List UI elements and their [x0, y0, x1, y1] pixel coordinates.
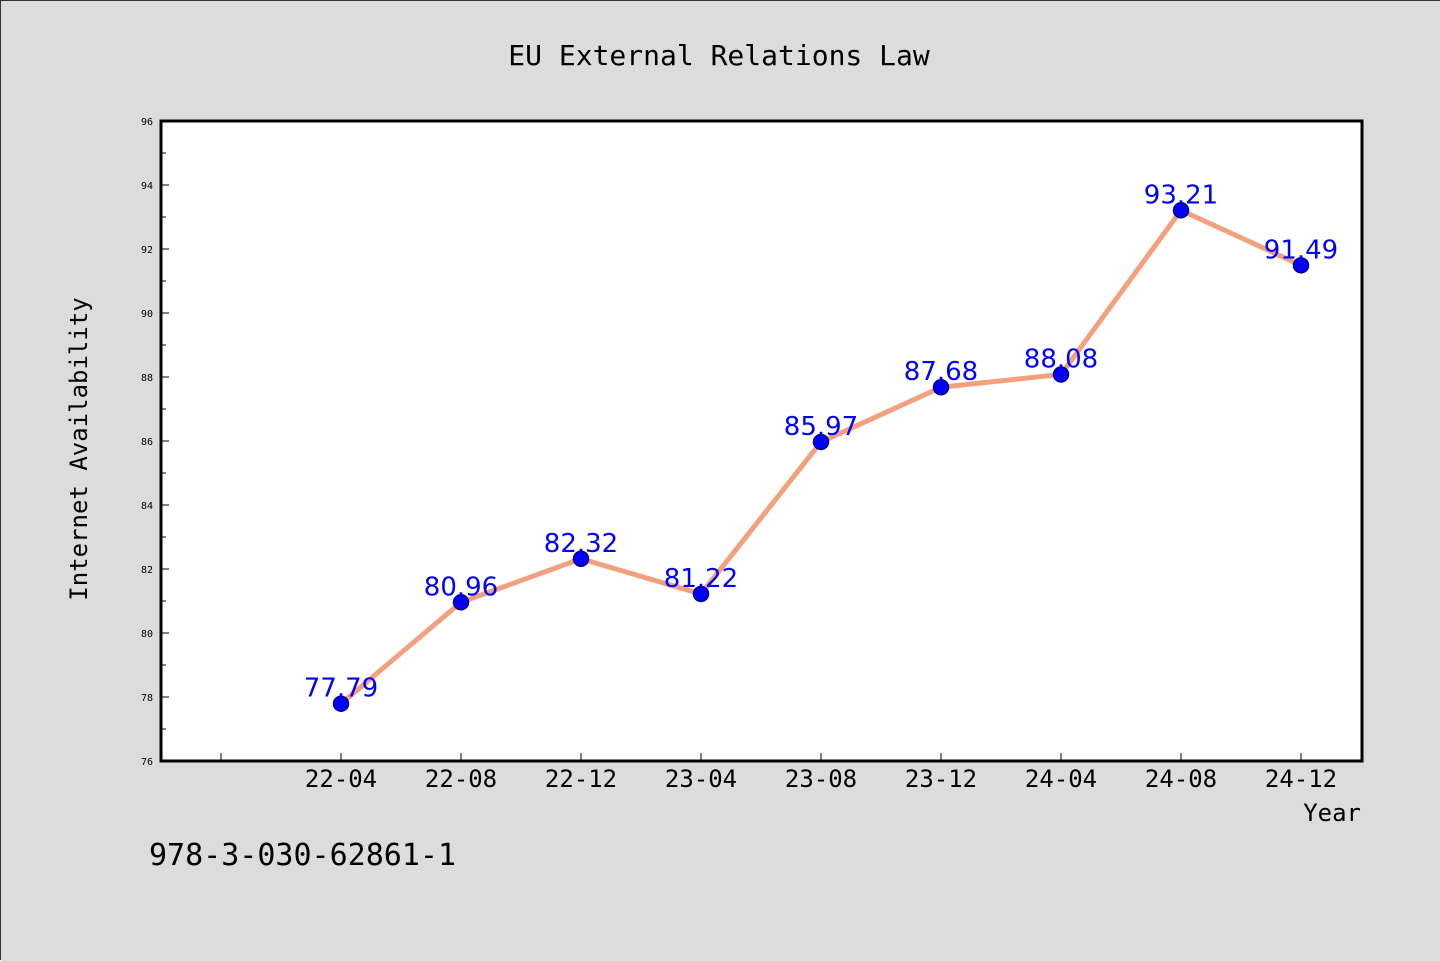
- y-tick-label: 80: [141, 629, 153, 640]
- x-tick-label: 24-12: [1265, 765, 1337, 793]
- x-tick-label: 23-04: [665, 765, 737, 793]
- y-tick-label: 78: [141, 693, 153, 704]
- data-point-marker: [452, 594, 470, 611]
- y-tick-label: 86: [141, 437, 153, 448]
- data-point-label: 88.08: [1024, 344, 1098, 374]
- data-point-label: 85.97: [784, 412, 858, 442]
- footer-isbn: 978-3-030-62861-1: [149, 838, 456, 873]
- data-point-label: 82.32: [544, 529, 618, 559]
- y-tick-label: 92: [141, 245, 153, 256]
- data-point-marker: [1292, 257, 1310, 274]
- x-tick-label: 23-08: [785, 765, 857, 793]
- data-point-marker: [572, 550, 590, 568]
- data-markers: [332, 202, 1310, 712]
- y-axis-ticks: 76 78 80 82 84 86 88 90 92 94 96: [141, 117, 169, 768]
- data-point-marker: [332, 695, 350, 712]
- plot-frame: [159, 119, 1364, 763]
- data-point-label: 87.68: [904, 357, 978, 387]
- x-tick-label: 22-08: [425, 765, 497, 793]
- x-tick-label: 24-04: [1025, 765, 1097, 793]
- data-point-marker: [1052, 366, 1070, 383]
- x-tick-label: 22-12: [545, 765, 617, 793]
- y-tick-label: 90: [141, 309, 153, 320]
- data-point-label: 80.96: [424, 572, 498, 602]
- x-tick-label: 23-12: [905, 765, 977, 793]
- y-tick-label: 76: [141, 757, 153, 768]
- data-point-marker: [932, 378, 950, 396]
- x-axis-ticks: 22-04 22-08 22-12 23-04 23-08 23-12 24-04 24-08…: [220, 753, 1337, 793]
- x-tick-label: 22-04: [305, 765, 377, 793]
- y-tick-label: 82: [141, 565, 153, 576]
- data-point-label: 77.79: [304, 674, 378, 704]
- y-tick-label: 84: [141, 501, 153, 512]
- y-tick-label: 94: [141, 181, 153, 192]
- x-tick-label: 24-08: [1145, 765, 1217, 793]
- data-point-label: 81.22: [664, 564, 738, 594]
- data-point-marker: [692, 585, 710, 603]
- data-point-label: 91.49: [1264, 235, 1338, 265]
- data-point-label: 93.21: [1144, 180, 1218, 210]
- plot-area: [161, 121, 1362, 761]
- chart-title: EU External Relations Law: [508, 39, 930, 72]
- data-point-marker: [812, 433, 830, 451]
- y-tick-label: 96: [141, 117, 153, 128]
- data-point-marker: [1172, 202, 1190, 219]
- data-labels: 77.79 80.96 82.32 81.22 85.97 87.68 88.08 93.21…: [304, 180, 1338, 703]
- y-axis-label: Internet Availability: [65, 297, 93, 600]
- x-axis-label: Year: [1303, 799, 1361, 827]
- y-tick-label: 88: [141, 373, 153, 384]
